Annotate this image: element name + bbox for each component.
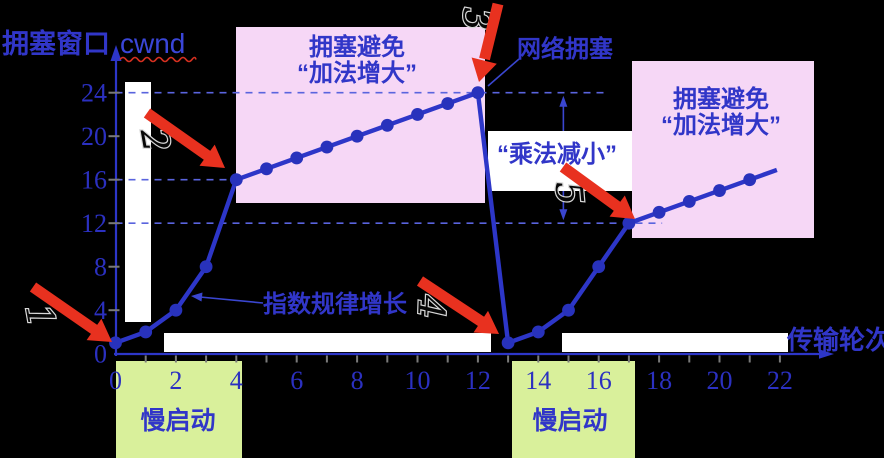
step-arrow-1-head: [86, 318, 112, 342]
congestion-avoidance-label-1: 拥塞避免: [309, 33, 405, 61]
white-band-right: [562, 333, 788, 352]
data-point-x3: [199, 260, 213, 274]
step-arrow-2: [143, 108, 225, 168]
step-arrow-5-shaft: [559, 162, 622, 212]
data-point-x21: [743, 173, 757, 187]
data-point-x9: [380, 118, 394, 132]
x-axis-arrowhead: [819, 349, 834, 359]
step-arrow-2-shaft: [143, 108, 212, 161]
y-tick-label-4: 4: [94, 296, 107, 325]
multiplicative-decrease-label: “乘法减小”: [497, 141, 617, 168]
y-tick-label-12: 12: [81, 209, 107, 238]
additive-increase-label-2: “加法增大”: [661, 111, 781, 139]
data-point-x17: [622, 216, 636, 230]
slow-start-label-2: 慢启动: [532, 406, 607, 435]
step-arrow-1-shaft: [29, 282, 99, 335]
x-tick-label-2: 2: [169, 366, 182, 395]
slow-start-label-1: 慢启动: [140, 406, 215, 435]
x-tick-label-12: 12: [465, 366, 491, 395]
exponential-growth-arrowhead: [191, 292, 203, 302]
step-arrow-3-shaft: [479, 2, 504, 61]
data-point-x20: [713, 184, 726, 197]
data-point-x12: [471, 86, 485, 100]
dashed-gridline-layer: [115, 91, 663, 225]
step-arrow-1: [29, 282, 112, 342]
exponential-growth-leader-line: [199, 296, 264, 304]
data-point-x10: [411, 108, 424, 121]
cwnd-curve-layer: [109, 86, 778, 350]
data-point-x14: [531, 325, 545, 339]
step-arrow-5: [559, 162, 635, 219]
white-band-left: [164, 333, 491, 352]
x-tick-label-8: 8: [351, 366, 364, 395]
exponential-growth-label: 指数规律增长: [263, 290, 408, 318]
data-point-x13: [501, 336, 515, 350]
data-point-x1: [139, 325, 153, 339]
y-axis-arrowhead: [110, 45, 122, 61]
congestion-avoidance-label-2: 拥塞避免: [673, 85, 769, 113]
x-tick-label-22: 22: [767, 366, 793, 395]
step-arrow-4: [416, 276, 499, 334]
network-congestion-label: 网络拥塞: [517, 35, 613, 63]
x-tick-label-16: 16: [586, 366, 612, 395]
step-arrow-3: [471, 2, 504, 82]
step-arrow-2-head: [199, 144, 225, 168]
x-tick-label-6: 6: [290, 366, 303, 395]
data-point-x6: [290, 151, 304, 165]
step-arrow-3-head: [471, 57, 497, 82]
data-point-x18: [652, 205, 666, 219]
step-arrow-5-head: [609, 195, 635, 219]
data-point-x8: [350, 129, 364, 143]
data-point-x4: [229, 173, 243, 187]
y-tick-label-8: 8: [94, 253, 107, 282]
data-point-x0: [109, 336, 122, 350]
data-point-x16: [592, 260, 606, 274]
congestion-avoidance-box-1: [236, 27, 485, 203]
data-point-x7: [320, 140, 334, 154]
step-arrow-4-head: [473, 310, 499, 334]
cwnd-wavy-underline: [119, 56, 197, 63]
x-tick-label-20: 20: [707, 366, 733, 395]
axis-tick-layer: [108, 91, 781, 363]
step-arrow-4-shaft: [416, 276, 486, 327]
network-congestion-leader-line: [487, 58, 520, 87]
slow-start-box-1: [116, 361, 242, 458]
y-tick-label-16: 16: [81, 166, 107, 195]
x-tick-label-4: 4: [230, 366, 243, 395]
step-number-5: 5: [547, 179, 592, 206]
y-tick-label-0: 0: [94, 340, 107, 369]
additive-increase-label-1: “加法增大”: [297, 59, 417, 87]
x-tick-label-18: 18: [646, 366, 672, 395]
data-point-x5: [260, 162, 273, 176]
x-tick-label-14: 14: [525, 366, 551, 395]
drop-arrowhead-down: [559, 209, 568, 221]
data-point-x15: [562, 303, 575, 317]
data-point-x11: [441, 97, 455, 110]
slow-start-box-2: [512, 361, 635, 458]
drop-arrowhead-up: [559, 95, 568, 107]
x-tick-label-10: 10: [405, 366, 431, 395]
white-vertical-panel: [125, 82, 151, 322]
x-tick-label-0: 0: [109, 366, 122, 395]
data-point-x2: [169, 303, 183, 317]
data-point-x19: [682, 195, 696, 208]
x-axis-title: 传输轮次: [786, 325, 884, 355]
y-tick-label-24: 24: [81, 79, 107, 108]
y-tick-label-20: 20: [81, 122, 107, 151]
y-axis-unit-cwnd: cwnd: [120, 28, 185, 59]
step-number-4: 4: [409, 293, 453, 319]
y-axis-title: 拥塞窗口: [2, 28, 110, 59]
multiplicative-decrease-panel: [488, 131, 632, 191]
